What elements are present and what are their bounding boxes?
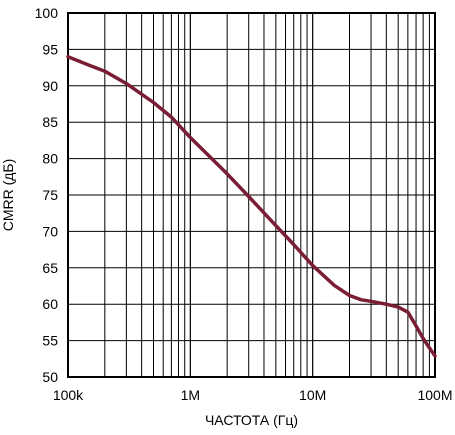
y-tick-label: 55 (42, 333, 58, 349)
y-tick-labels: 100 95 90 85 80 75 70 65 60 55 50 (35, 5, 59, 385)
y-tick-label: 60 (42, 296, 58, 312)
x-tick-label: 100M (417, 387, 452, 403)
plot-frame (67, 12, 436, 378)
y-tick-label: 85 (42, 114, 58, 130)
y-tick-label: 80 (42, 151, 58, 167)
y-tick-label: 50 (42, 369, 58, 385)
y-tick-label: 65 (42, 260, 58, 276)
x-tick-label: 100k (53, 387, 84, 403)
cmrr-series-line (66, 54, 437, 358)
grid-lines (67, 12, 436, 378)
y-tick-label: 90 (42, 78, 58, 94)
x-tick-label: 10M (299, 387, 326, 403)
y-tick-label: 100 (35, 5, 59, 21)
y-axis-title: CMRR (дБ) (0, 159, 16, 232)
series-group (66, 54, 437, 358)
x-axis-title: ЧАСТОТА (Гц) (205, 412, 298, 428)
y-tick-label: 70 (42, 223, 58, 239)
y-tick-label: 75 (42, 187, 58, 203)
x-tick-label: 1M (181, 387, 200, 403)
y-tick-label: 95 (42, 41, 58, 57)
x-tick-labels: 100k 1M 10M 100M (53, 387, 453, 403)
